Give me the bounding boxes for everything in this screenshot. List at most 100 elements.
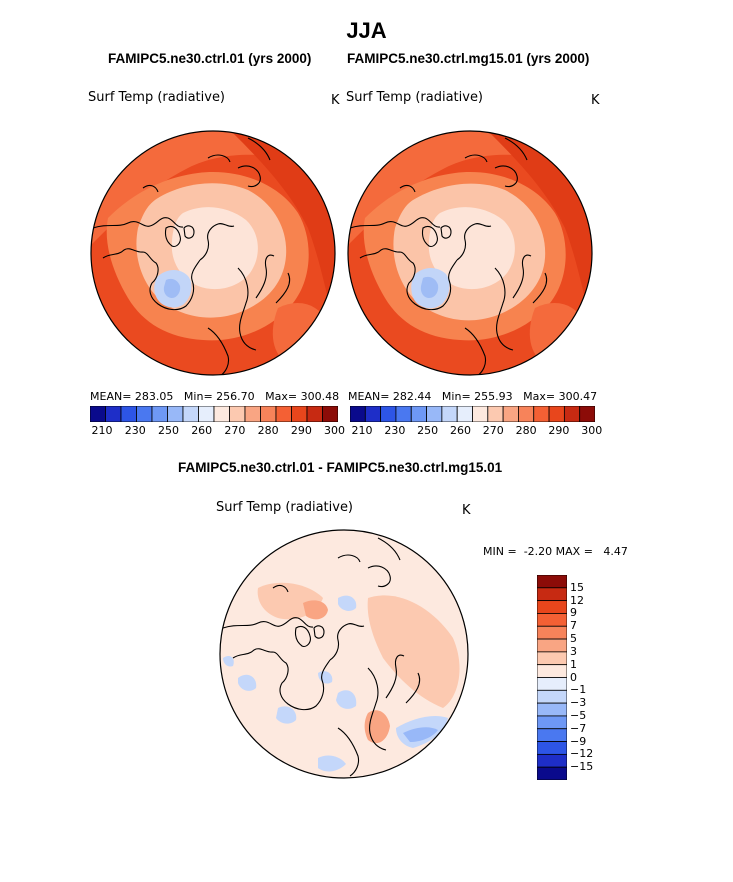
diff-colorbar-swatch (537, 638, 567, 653)
colorbar-2-swatch (426, 406, 443, 422)
diff-colorbar-tick-label: −1 (570, 683, 587, 697)
colorbar-1-swatch (275, 406, 292, 422)
colorbar-1-swatch (136, 406, 153, 422)
panel-1-min-label: Min= (183, 390, 213, 403)
main-title: JJA (346, 18, 387, 43)
diff-max: 4.47 (603, 545, 628, 558)
polar-map-1 (90, 130, 336, 376)
diff-title: FAMIPC5.ne30.ctrl.01 - FAMIPC5.ne30.ctrl… (178, 460, 503, 475)
colorbar-2-swatch (533, 406, 550, 422)
colorbar-2-swatch (579, 406, 595, 422)
colorbar-1-ticks: 210 230 250 260 270 280 290 300 (90, 424, 346, 438)
diff-colorbar-swatch (537, 689, 567, 704)
colorbar-2-tick-label: 300 (581, 424, 603, 437)
colorbar-2-tick-label: 260 (449, 424, 471, 437)
colorbar-2-ticks: 210 230 250 260 270 280 290 300 (350, 424, 603, 438)
panel-2-min: 255.93 (474, 390, 513, 403)
diff-colorbar-tick-label: 5 (570, 632, 577, 646)
colorbar-2-tick-label: 250 (417, 424, 439, 437)
colorbar-1-swatch (151, 406, 168, 422)
diff-colorbar-swatch (537, 741, 567, 755)
diff-colorbar-swatch (537, 575, 567, 589)
colorbar-1-tick-label: 300 (324, 424, 346, 437)
diff-colorbar-tick-label: 9 (570, 606, 577, 620)
diff-colorbar-swatch (537, 625, 567, 640)
colorbar-2-swatch (350, 406, 366, 422)
colorbar-2-tick-label: 230 (384, 424, 406, 437)
diff-colorbar-swatch (537, 766, 567, 780)
colorbar-2-swatch (395, 406, 412, 422)
polar-map-2 (347, 130, 593, 376)
diff-colorbar-swatch (537, 677, 567, 691)
diff-max-label: MAX = (555, 545, 593, 558)
colorbar-1-tick-label: 210 (91, 424, 113, 437)
panel-1-mean: 283.05 (134, 390, 174, 403)
panel-1-max: 300.48 (300, 390, 340, 403)
colorbar-1-swatch (120, 406, 137, 422)
diff-colorbar-tick-label: −7 (570, 721, 587, 735)
panel-1-mean-label: MEAN= (90, 390, 132, 403)
colorbar-2-swatch (456, 406, 473, 422)
colorbar-2-swatch (380, 406, 397, 422)
diff-colorbar-swatch (537, 664, 567, 678)
diff-colorbar-tick-label: −12 (570, 747, 594, 761)
diff-colorbar-tick-label: −5 (570, 708, 587, 722)
diff-colorbar-ticks: 15 12 9 7 5 3 1 0 −1 −3 −5 −7 −9 −12 −15 (568, 575, 618, 780)
colorbar-1-tick-label: 270 (224, 424, 246, 437)
panel-1-case-title: FAMIPC5.ne30.ctrl.01 (yrs 2000) (108, 51, 312, 66)
diff-min-label: MIN = (483, 545, 517, 558)
colorbar-1-swatch (244, 406, 261, 422)
diff-colorbar-swatch (537, 600, 567, 614)
panel-1-units: K (331, 93, 340, 108)
panel-2-units: K (591, 93, 600, 108)
diff-colorbar-swatch (537, 715, 567, 730)
panel-2-mean: 282.44 (392, 390, 432, 403)
diff-colorbar-tick-label: 0 (570, 670, 577, 684)
colorbar-1 (90, 406, 338, 422)
diff-colorbar-tick-label: 1 (570, 657, 577, 671)
colorbar-2-tick-label: 280 (515, 424, 537, 437)
diff-colorbar-swatch (537, 702, 567, 717)
colorbar-1-tick-label: 280 (257, 424, 279, 437)
colorbar-1-tick-label: 260 (191, 424, 213, 437)
colorbar-2-swatch (487, 406, 504, 422)
colorbar-1-swatch (167, 406, 184, 422)
colorbar-1-swatch (260, 406, 277, 422)
diff-colorbar-tick-label: −9 (570, 734, 587, 748)
colorbar-1-swatch (306, 406, 323, 422)
diff-colorbar-tick-label: 15 (570, 580, 584, 594)
diff-colorbar-tick-label: 3 (570, 644, 577, 658)
colorbar-2-swatch (364, 406, 382, 422)
colorbar-1-tick-label: 250 (157, 424, 179, 437)
diff-colorbar-swatch (537, 728, 567, 742)
panel-1-stats: MEAN= 283.05 Min= 256.70 Max= 300.48 (90, 390, 339, 403)
colorbar-2 (350, 406, 595, 422)
colorbar-2-swatch (472, 406, 489, 422)
diff-units: K (462, 503, 471, 518)
diff-colorbar-swatch (537, 651, 567, 666)
diff-min-max: MIN = -2.20 MAX = 4.47 (483, 545, 628, 558)
colorbar-1-swatch (322, 406, 338, 422)
diff-colorbar-tick-label: −3 (570, 696, 587, 710)
colorbar-2-tick-label: 290 (548, 424, 570, 437)
diff-variable-label: Surf Temp (radiative) (216, 500, 354, 515)
panel-2-max-label: Max= (523, 390, 556, 403)
panel-1-min: 256.70 (216, 390, 255, 403)
panel-1-variable-label: Surf Temp (radiative) (88, 90, 226, 105)
panel-2-variable-label: Surf Temp (radiative) (346, 90, 484, 105)
colorbar-1-tick-label: 290 (290, 424, 312, 437)
diff-colorbar-tick-label: 7 (570, 619, 577, 633)
diff-colorbar (537, 575, 567, 780)
diff-colorbar-swatch (537, 587, 567, 602)
panel-2-case-title: FAMIPC5.ne30.ctrl.mg15.01 (yrs 2000) (347, 51, 590, 66)
diff-colorbar-tick-label: 12 (570, 593, 584, 607)
colorbar-1-swatch (213, 406, 230, 422)
colorbar-2-swatch (502, 406, 519, 422)
colorbar-2-swatch (410, 406, 427, 422)
colorbar-1-swatch (229, 406, 246, 422)
colorbar-1-swatch (182, 406, 199, 422)
panel-2-min-label: Min= (441, 390, 471, 403)
colorbar-2-swatch (548, 406, 565, 422)
colorbar-1-tick-label: 230 (124, 424, 146, 437)
colorbar-1-swatch (291, 406, 308, 422)
